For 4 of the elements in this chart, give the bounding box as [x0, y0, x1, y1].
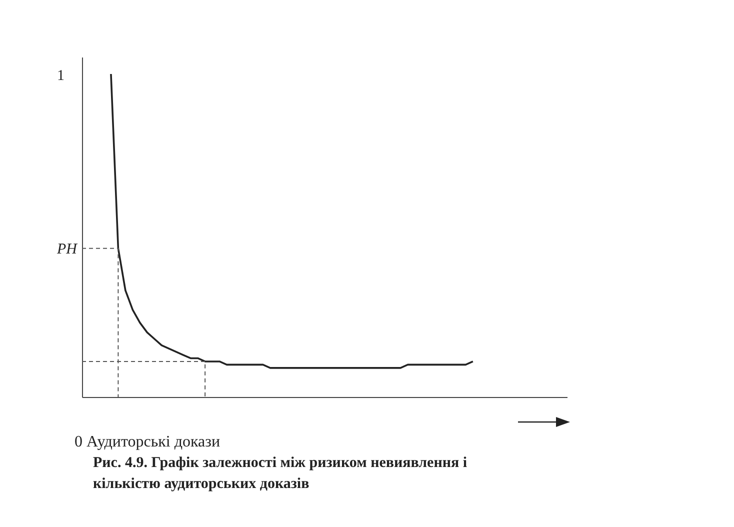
ref-line-label: PH — [56, 241, 78, 258]
text: 1 — [57, 68, 64, 84]
x-axis-title: 0 Аудиторські докази — [74, 434, 220, 450]
text: Рис. 4.9. Графік залежності між ризиком невиявлення і кількістю аудиторських доказів — [93, 455, 468, 492]
